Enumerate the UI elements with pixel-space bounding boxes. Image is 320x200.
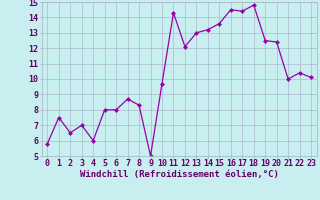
X-axis label: Windchill (Refroidissement éolien,°C): Windchill (Refroidissement éolien,°C) (80, 170, 279, 179)
